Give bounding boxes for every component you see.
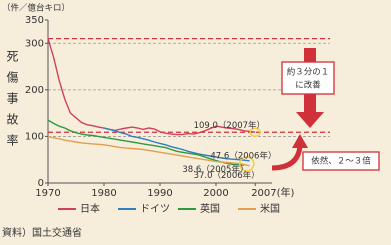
- callout-text: に改善: [295, 80, 321, 91]
- x-tick-label: 1980: [91, 188, 116, 199]
- y-title: 死傷事故率: [5, 50, 19, 155]
- legend-label: 英国: [200, 202, 220, 215]
- annotation: 37.0（2006年）: [194, 170, 260, 181]
- y-tick-label: 300: [25, 38, 44, 49]
- legend-label: ドイツ: [140, 204, 170, 215]
- series-line: [103, 127, 250, 162]
- x-tick-label: 2000: [203, 188, 228, 199]
- source: 資料）国土交通省: [2, 226, 82, 239]
- annotation: 109.0（2007年）: [194, 120, 265, 131]
- y-tick-label: 350: [25, 15, 44, 26]
- y-unit-label: （件／億台キロ）: [2, 3, 70, 14]
- legend-label: 日本: [80, 202, 100, 215]
- x-tick-label: 1970: [35, 188, 60, 199]
- y-tick-label: 100: [25, 131, 44, 142]
- callout-box: [302, 151, 380, 171]
- callout-text: 約３分の１: [287, 67, 330, 78]
- series-line: [47, 38, 256, 136]
- annotation: 38.6（2005年）: [182, 164, 248, 175]
- callout-text: 依然、２～３倍: [311, 156, 371, 167]
- curved-arrow: [271, 145, 303, 171]
- series-line: [47, 135, 250, 167]
- y-tick-label: 0: [38, 178, 44, 189]
- highlight-circle: [249, 127, 261, 137]
- x-tick-label: 1990: [147, 188, 172, 199]
- y-tick-label: 200: [25, 85, 44, 96]
- legend-label: 米国: [260, 202, 280, 215]
- x-tick-label: 2007(年): [251, 186, 294, 199]
- highlight-circle: [239, 156, 255, 172]
- arrow-head: [292, 134, 308, 148]
- series-line: [47, 119, 245, 166]
- callout-box: [281, 61, 335, 95]
- annotation: 47.6（2006年）: [210, 150, 276, 161]
